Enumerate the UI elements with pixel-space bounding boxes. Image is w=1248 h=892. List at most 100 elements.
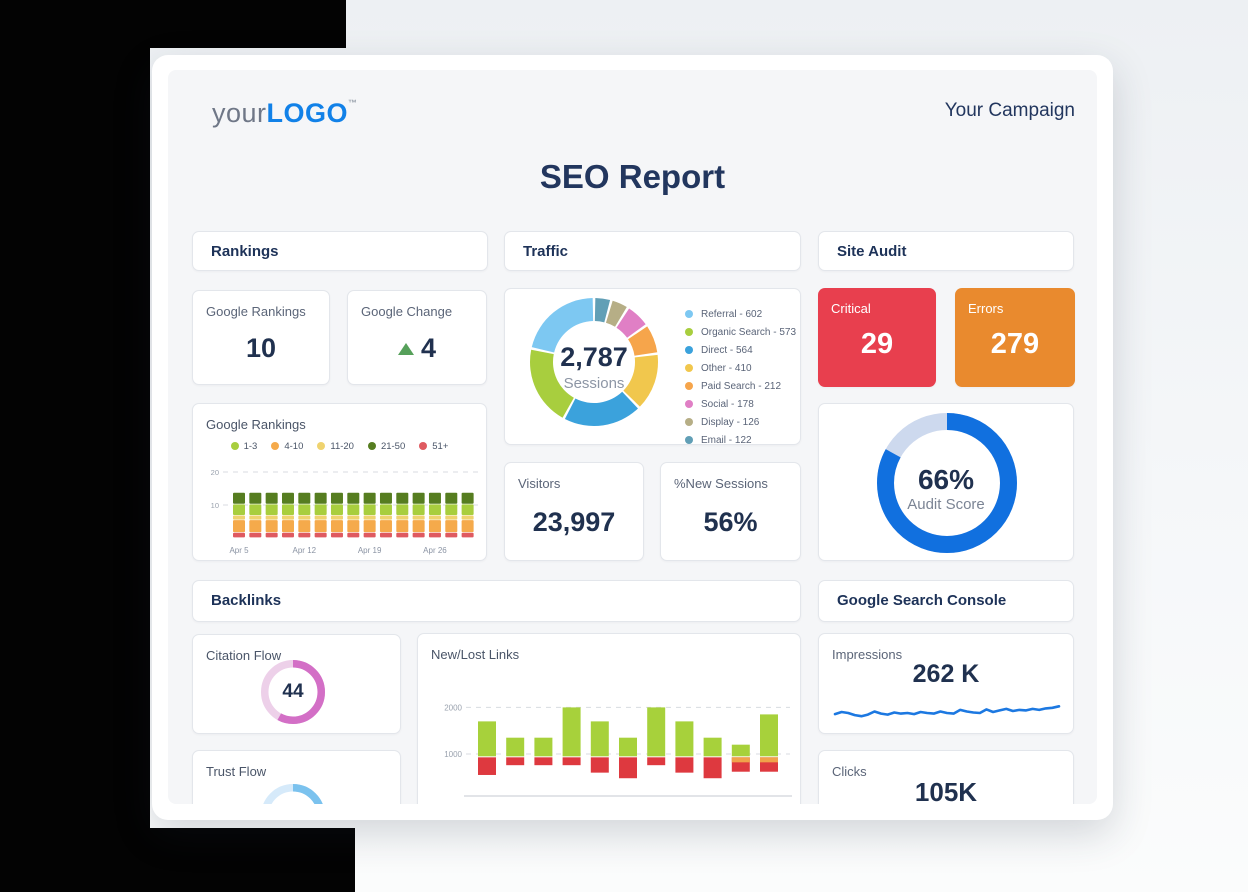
legend-label: 11-20	[330, 440, 354, 452]
legend-item: Paid Search - 212	[685, 377, 796, 395]
rankings-bar-chart: 20 10 Apr 5 Apr 12 Apr 19 Apr 26	[211, 468, 479, 555]
legend-item: 21-50	[367, 440, 406, 452]
metric-label: Google Change	[361, 304, 453, 319]
donut-center-text: 2,787 Sessions	[529, 342, 659, 392]
legend-dot-icon	[685, 418, 693, 426]
traffic-sources-card: 2,787 Sessions Referral - 602 Organic Sea…	[504, 288, 801, 446]
sessions-label: Sessions	[563, 375, 625, 392]
report-page: yourLOGO™ Your Campaign SEO Report Ranki…	[152, 55, 1113, 820]
metric-label: Errors	[968, 301, 1004, 316]
legend-label: Social - 178	[701, 398, 754, 410]
legend-label: 21-50	[380, 440, 406, 452]
google-change-card: Google Change 4	[347, 290, 487, 385]
svg-text:Apr 19: Apr 19	[358, 546, 382, 555]
svg-text:1000: 1000	[444, 750, 462, 759]
background-black-top	[150, 0, 346, 48]
legend-dot-icon	[685, 382, 693, 390]
section-header-site-audit: Site Audit	[818, 231, 1074, 271]
logo-trademark: ™	[348, 98, 358, 108]
metric-label: Impressions	[832, 647, 903, 662]
google-rankings-chart-card: Google Rankings 1-3 4-10 11-20 21-50 51+ 20 1…	[192, 403, 487, 561]
legend-item: Display - 126	[685, 413, 796, 431]
audit-score-value: 66%	[917, 464, 975, 495]
legend-label: Email - 122	[701, 434, 752, 446]
svg-text:Apr 12: Apr 12	[293, 546, 317, 555]
legend-dot-icon	[685, 436, 693, 444]
change-value: 4	[420, 333, 437, 363]
legend-dot-icon	[230, 442, 239, 450]
metric-value: 262 K	[912, 660, 980, 688]
errors-card: Errors 279	[955, 288, 1075, 387]
section-header-backlinks: Backlinks	[192, 580, 801, 622]
legend-label: Display - 126	[701, 416, 760, 428]
audit-score-label: Audit Score	[907, 496, 985, 513]
legend-dot-icon	[685, 400, 693, 408]
legend-item: Direct - 564	[685, 341, 796, 359]
report-content-area: yourLOGO™ Your Campaign SEO Report Ranki…	[168, 70, 1097, 804]
section-header-gsc: Google Search Console	[818, 580, 1074, 622]
logo-brand: LOGO	[266, 98, 349, 128]
logo: yourLOGO™	[212, 98, 358, 129]
legend-item: Referral - 602	[685, 305, 796, 323]
section-header-traffic: Traffic	[504, 231, 801, 271]
legend-label: Paid Search - 212	[701, 380, 782, 392]
citation-flow-value: 44	[282, 681, 304, 702]
clicks-card: Clicks 105K	[818, 750, 1074, 804]
legend-label: Referral - 602	[701, 308, 763, 320]
legend-dot-icon	[271, 442, 280, 450]
new-lost-links-chart: 2000 1000	[444, 703, 792, 797]
rankings-legend: 1-3 4-10 11-20 21-50 51+	[193, 440, 486, 452]
legend-item: Organic Search - 573	[685, 323, 796, 341]
legend-item: 11-20	[317, 440, 354, 452]
section-title: Site Audit	[837, 243, 907, 260]
metric-value: 279	[990, 328, 1040, 360]
legend-item: 4-10	[271, 440, 303, 452]
svg-text:2000: 2000	[444, 703, 462, 712]
trust-flow-ring	[261, 784, 325, 804]
section-title: Google Search Console	[837, 592, 1007, 609]
citation-flow-card: Citation Flow 44	[192, 634, 401, 734]
metric-label: Clicks	[832, 764, 867, 779]
page-title: SEO Report	[539, 158, 726, 195]
legend-label: Organic Search - 573	[701, 326, 797, 338]
new-lost-links-card: New/Lost Links 2000 1000	[417, 633, 801, 804]
legend-label: 1-3	[243, 440, 258, 452]
critical-card: Critical 29	[818, 288, 936, 387]
metric-value: 105K	[914, 777, 978, 804]
audit-score-card: 66% Audit Score	[818, 403, 1074, 561]
section-header-rankings: Rankings	[192, 231, 488, 271]
legend-item: Other - 410	[685, 359, 796, 377]
sessions-total: 2,787	[560, 342, 628, 372]
section-title: Backlinks	[211, 592, 282, 609]
metric-value: 56%	[703, 507, 758, 537]
impressions-sparkline	[833, 705, 1061, 718]
campaign-name: Your Campaign	[944, 100, 1075, 121]
legend-label: Direct - 564	[701, 344, 753, 356]
legend-label: 4-10	[284, 440, 304, 452]
metric-value: 4	[348, 333, 486, 364]
svg-text:10: 10	[211, 501, 219, 510]
metric-label: Critical	[831, 301, 871, 316]
legend-item: Social - 178	[685, 395, 796, 413]
background-black-bottom	[150, 828, 355, 892]
section-title: Rankings	[211, 243, 279, 260]
legend-dot-icon	[317, 442, 326, 450]
svg-text:Apr 26: Apr 26	[423, 546, 447, 555]
legend-dot-icon	[685, 328, 693, 336]
traffic-legend: Referral - 602 Organic Search - 573 Direct…	[685, 305, 796, 449]
metric-label: %New Sessions	[674, 476, 768, 491]
metric-label: Visitors	[518, 476, 561, 491]
svg-text:20: 20	[211, 468, 219, 477]
legend-dot-icon	[685, 346, 693, 354]
legend-item: Email - 122	[685, 431, 796, 449]
legend-item: 1-3	[230, 440, 258, 452]
legend-dot-icon	[419, 442, 428, 450]
legend-label: 51+	[432, 440, 449, 452]
chart-title: New/Lost Links	[431, 647, 520, 662]
logo-prefix: your	[212, 98, 267, 128]
chart-title: Google Rankings	[206, 417, 306, 432]
metric-value: 29	[860, 328, 894, 360]
new-sessions-card: %New Sessions 56%	[660, 462, 801, 561]
svg-text:Apr 5: Apr 5	[229, 546, 249, 555]
